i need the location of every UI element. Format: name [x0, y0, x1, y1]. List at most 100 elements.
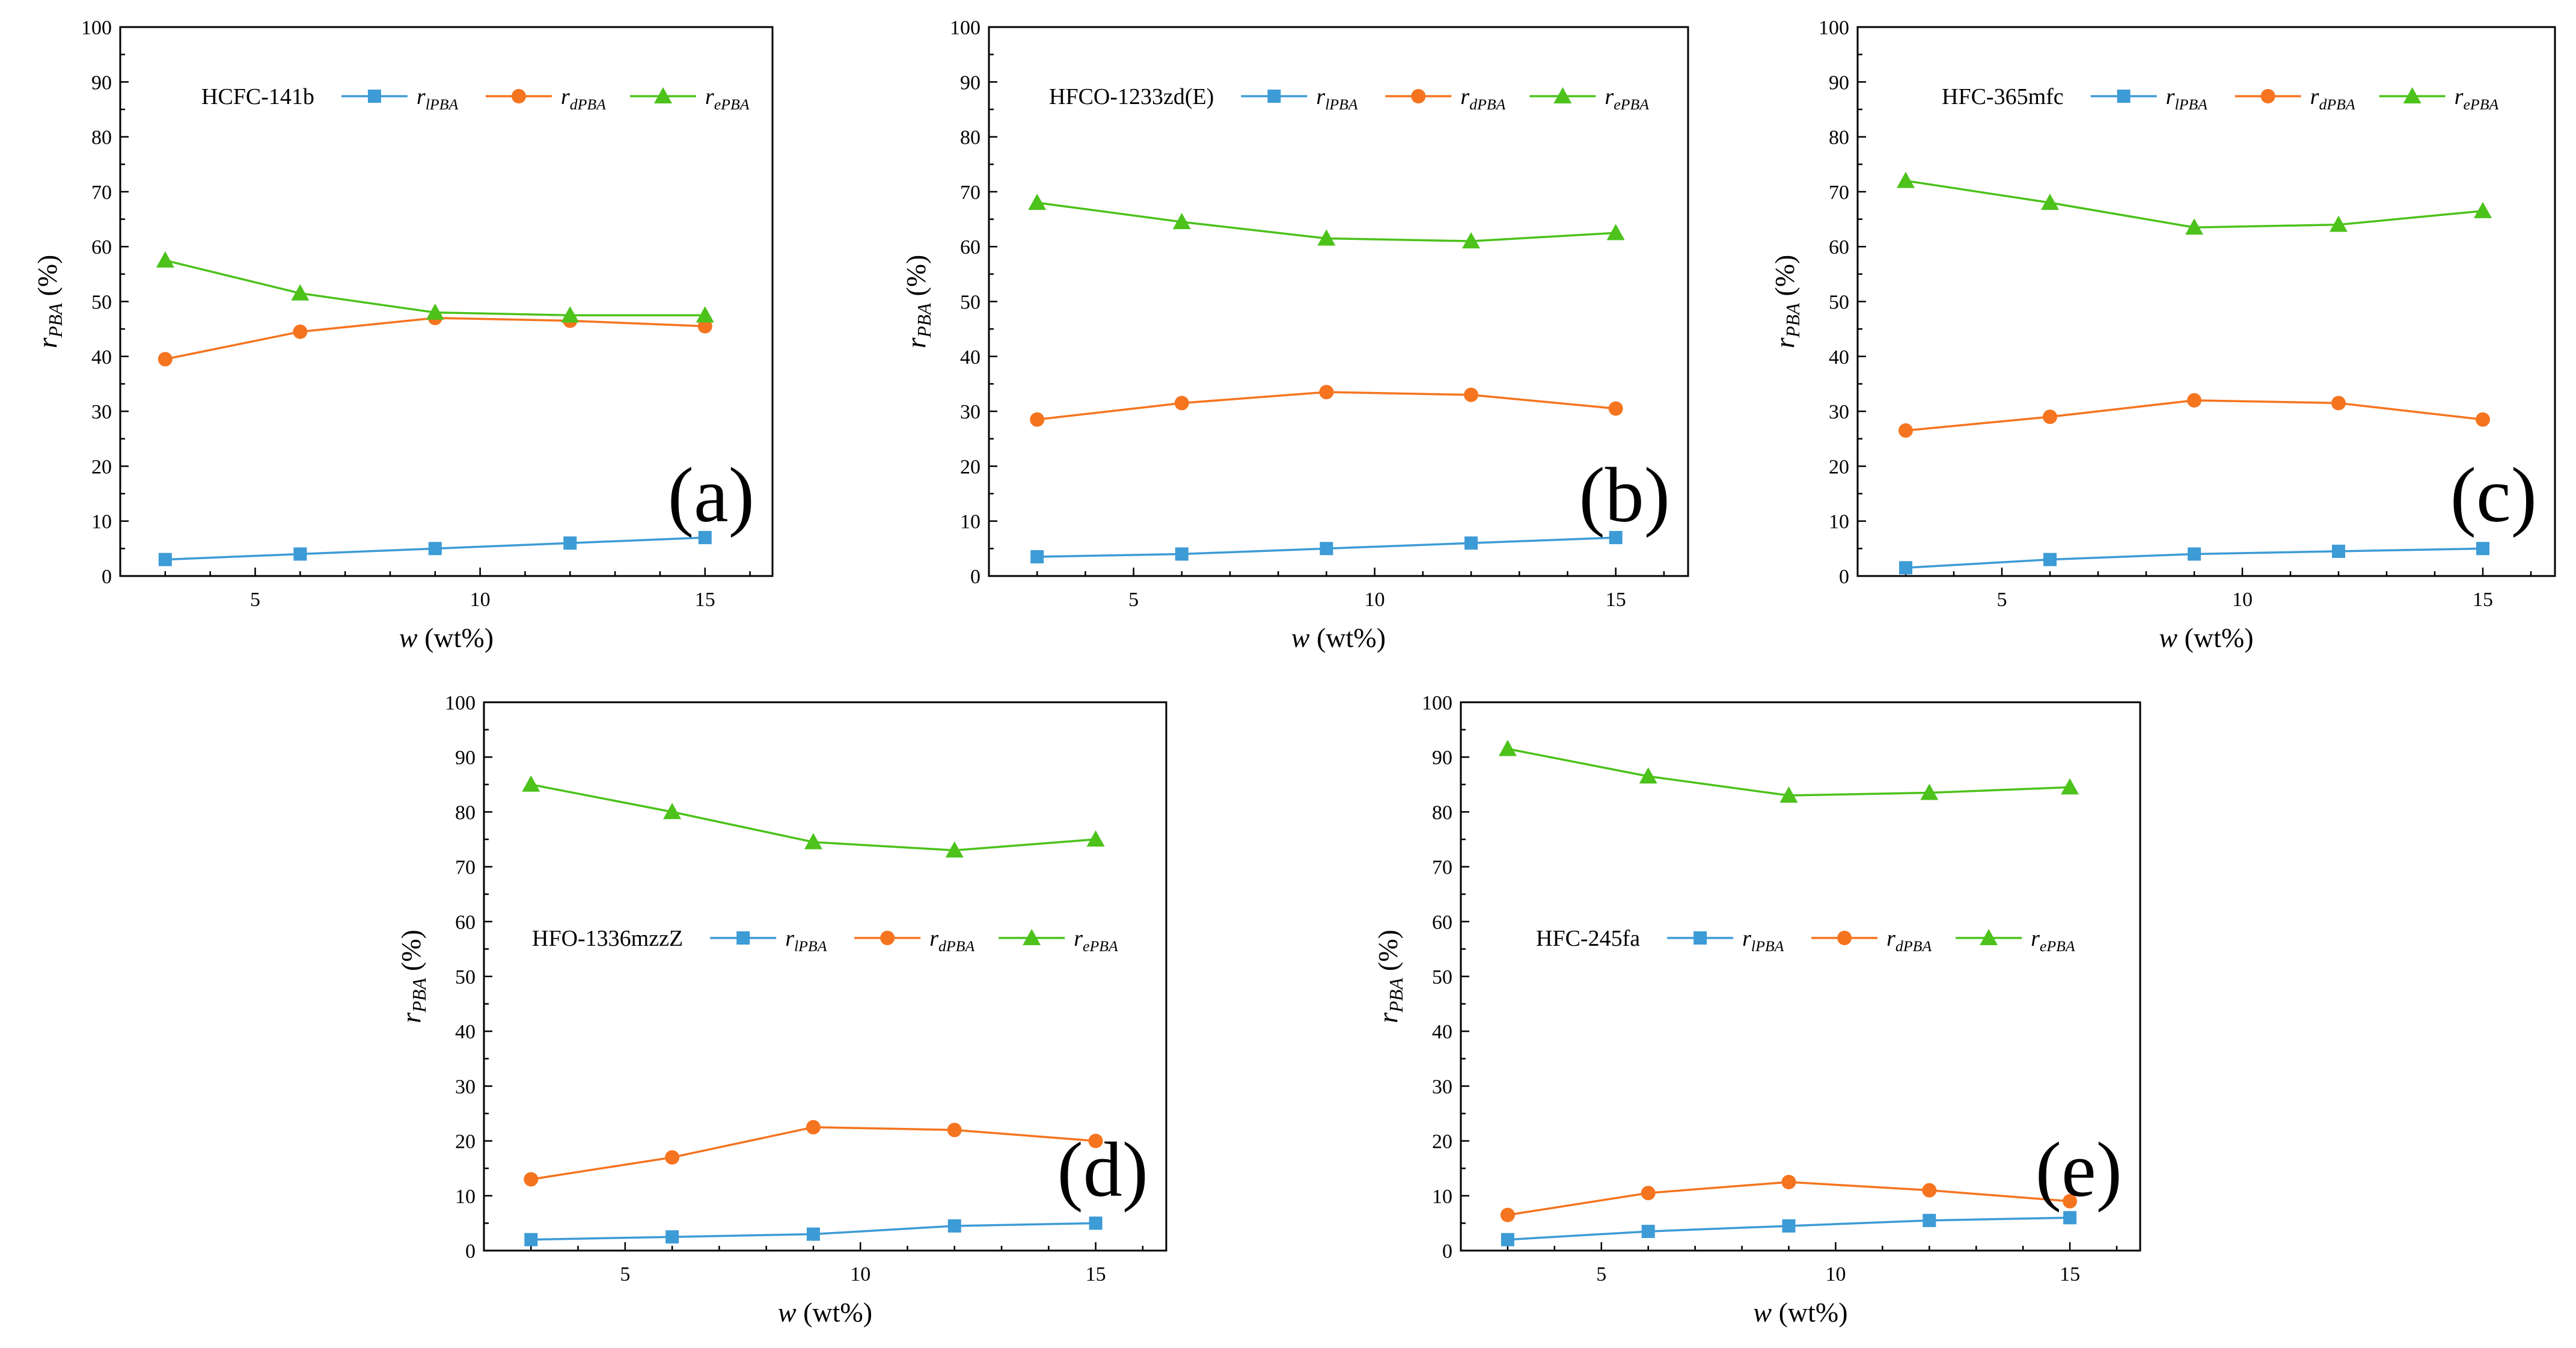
- legend-label-l: rlPBA: [1316, 84, 1358, 113]
- legend-title: HFC-365mfc: [1942, 84, 2064, 109]
- data-point-e: [1462, 232, 1481, 249]
- data-point-l: [2476, 542, 2489, 556]
- x-axis-title: w (wt%): [399, 622, 494, 653]
- y-axis-title-group: rPBA (%): [396, 930, 430, 1023]
- y-axis-title-unit: (%): [901, 255, 931, 303]
- data-point-l: [293, 547, 307, 561]
- data-point-d: [1781, 1175, 1796, 1189]
- y-tick-label: 60: [455, 911, 476, 934]
- x-axis-unit: (wt%): [1310, 622, 1386, 653]
- data-point-d: [1088, 1133, 1103, 1148]
- y-tick-label: 80: [1432, 801, 1452, 824]
- legend: HCFC-141b rlPBA rdPBA rePBA: [201, 84, 750, 113]
- x-axis-unit: (wt%): [2177, 622, 2253, 653]
- data-point-d: [665, 1150, 680, 1165]
- data-point-d: [524, 1172, 539, 1187]
- series-e: [156, 251, 714, 323]
- y-tick-label: 0: [970, 566, 981, 588]
- series-e: [1028, 194, 1625, 249]
- data-point-d: [293, 324, 308, 339]
- series-e: [1498, 740, 2079, 803]
- y-tick-label: 50: [1829, 292, 1849, 314]
- x-tick-label: 5: [1128, 589, 1139, 611]
- y-tick-label: 100: [1819, 17, 1849, 39]
- y-tick-label: 30: [1432, 1076, 1452, 1098]
- data-point-l: [2188, 547, 2201, 561]
- data-point-l: [1923, 1213, 1936, 1227]
- data-point-d: [1030, 412, 1045, 427]
- data-point-e: [1779, 786, 1798, 803]
- data-point-l: [1320, 542, 1333, 556]
- legend-label-e: rePBA: [1074, 926, 1118, 955]
- legend-label-l-sub: lPBA: [794, 937, 827, 955]
- y-axis-title-sub: PBA: [45, 302, 66, 338]
- data-point-e: [156, 251, 174, 268]
- y-tick-label: 80: [91, 127, 112, 149]
- series-e: [1897, 171, 2492, 235]
- legend-marker-d: [880, 931, 895, 945]
- y-tick-label: 30: [455, 1076, 476, 1098]
- y-tick-label: 100: [81, 17, 112, 39]
- y-tick-label: 10: [455, 1186, 476, 1208]
- legend-item-l: rlPBA: [1241, 84, 1358, 113]
- y-tick-label: 60: [1829, 236, 1849, 259]
- series-d: [1898, 393, 2490, 438]
- legend-label-e-sub: ePBA: [2463, 96, 2498, 113]
- y-axis-title: rPBA (%): [1769, 255, 1804, 349]
- y-axis-title-var: r: [1769, 337, 1800, 348]
- y-tick-label: 0: [1839, 566, 1849, 588]
- legend-label-d: rdPBA: [1460, 84, 1505, 113]
- y-axis-title-var: r: [396, 1012, 426, 1023]
- y-tick-label: 20: [960, 456, 981, 478]
- y-tick-label: 90: [455, 747, 476, 769]
- data-point-e: [1172, 213, 1191, 230]
- x-tick-label: 15: [1086, 1263, 1106, 1285]
- y-axis-title-group: rPBA (%): [901, 255, 935, 349]
- y-tick-label: 40: [455, 1021, 476, 1043]
- y-tick-label: 90: [1432, 747, 1452, 769]
- legend-label-d: rdPBA: [561, 84, 606, 113]
- data-point-d: [2187, 393, 2201, 408]
- x-axis-var: w: [778, 1297, 797, 1328]
- data-point-l: [1609, 531, 1623, 545]
- x-tick-label: 10: [850, 1263, 870, 1285]
- legend: HFC-245fa rlPBA rdPBA rePBA: [1536, 926, 2075, 955]
- data-point-e: [804, 833, 822, 850]
- series-d: [1030, 385, 1623, 427]
- legend-title: HFO-1336mzzZ: [532, 926, 683, 951]
- data-point-e: [1920, 783, 1939, 800]
- data-point-l: [1030, 550, 1044, 564]
- data-point-d: [2476, 412, 2490, 427]
- legend: HFCO-1233zd(E) rlPBA rdPBA rePBA: [1049, 84, 1649, 113]
- x-tick-label: 5: [250, 589, 260, 611]
- data-point-d: [2043, 409, 2057, 424]
- y-axis-title-group: rPBA (%): [32, 255, 66, 349]
- y-tick-label: 40: [1829, 346, 1849, 369]
- legend-label-d-sub: dPBA: [2319, 96, 2355, 113]
- legend-label-d-sub: dPBA: [1895, 937, 1932, 955]
- legend-marker-d: [1837, 931, 1852, 945]
- y-tick-label: 40: [91, 346, 112, 369]
- legend-label-d: rdPBA: [1886, 926, 1932, 955]
- data-point-d: [158, 352, 173, 367]
- legend-label-e: rePBA: [2455, 84, 2499, 113]
- data-point-e: [945, 841, 964, 858]
- x-axis-title: w (wt%): [2159, 622, 2253, 653]
- x-tick-label: 10: [1825, 1263, 1846, 1285]
- data-point-l: [1464, 536, 1478, 550]
- series-e: [522, 775, 1105, 858]
- legend-item-e: rePBA: [1956, 926, 2075, 955]
- legend-title: HFC-245fa: [1536, 926, 1640, 951]
- data-point-l: [665, 1230, 679, 1244]
- data-point-l: [1641, 1225, 1655, 1239]
- data-point-d: [2331, 396, 2346, 411]
- legend-label-l: rlPBA: [2166, 84, 2208, 113]
- y-tick-label: 70: [1432, 857, 1452, 879]
- y-tick-label: 60: [960, 236, 981, 259]
- y-tick-label: 0: [1442, 1240, 1452, 1263]
- legend-label-l-var: r: [2166, 84, 2175, 109]
- panel-letter: (a): [668, 452, 754, 539]
- legend-label-d-var: r: [1886, 926, 1895, 951]
- legend-label-d-sub: dPBA: [570, 96, 606, 113]
